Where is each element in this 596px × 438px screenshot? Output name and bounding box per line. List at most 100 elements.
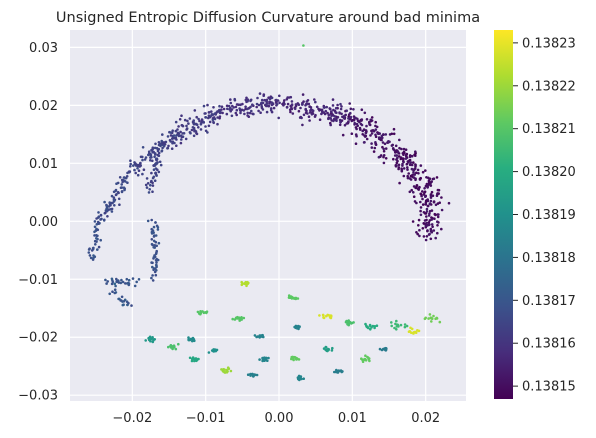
data-point [428, 232, 431, 236]
data-point [382, 161, 386, 165]
data-point [406, 168, 409, 171]
data-point [277, 116, 281, 120]
data-point [93, 230, 96, 234]
data-point [305, 109, 308, 113]
data-point [115, 182, 118, 185]
data-point [435, 176, 439, 179]
data-point [361, 360, 365, 364]
data-point [324, 346, 328, 349]
data-point [238, 107, 241, 110]
data-point [222, 370, 225, 373]
data-point [440, 227, 443, 231]
data-point [404, 157, 408, 160]
data-point [427, 221, 431, 224]
data-point [156, 228, 160, 231]
data-point [125, 175, 129, 178]
data-point [363, 358, 367, 361]
data-point [419, 193, 423, 196]
data-point [359, 128, 362, 131]
data-point [407, 160, 410, 163]
data-point [151, 146, 155, 149]
data-point [287, 96, 291, 99]
data-point [137, 169, 141, 172]
data-point [151, 274, 154, 277]
data-point [195, 132, 198, 135]
data-point [384, 147, 388, 150]
data-point [141, 172, 144, 176]
data-point [408, 155, 412, 159]
data-point [119, 281, 123, 285]
data-point [136, 163, 140, 167]
data-point [419, 164, 423, 167]
data-point [156, 168, 159, 171]
data-point [326, 111, 329, 115]
data-point [151, 159, 154, 163]
data-point [154, 221, 157, 224]
data-point [139, 161, 142, 165]
data-point [302, 113, 306, 117]
data-point [370, 132, 374, 135]
data-point [409, 178, 413, 181]
data-point [207, 351, 211, 354]
data-point [157, 154, 161, 157]
data-point [397, 155, 401, 158]
data-point [349, 115, 353, 119]
data-point [265, 110, 269, 114]
data-point [332, 117, 336, 121]
data-point [423, 191, 426, 195]
data-point [184, 137, 188, 141]
data-point [265, 103, 268, 106]
data-point [346, 323, 349, 326]
data-point [285, 98, 289, 101]
data-point [340, 370, 343, 373]
data-point [177, 125, 180, 128]
data-point [225, 371, 229, 374]
data-point [96, 220, 100, 224]
colorbar-tick-label: 0.13823 [522, 36, 576, 51]
data-point [428, 223, 431, 226]
data-point [149, 339, 152, 343]
data-point [269, 107, 273, 110]
data-point [415, 184, 419, 187]
data-point [318, 109, 321, 112]
data-point [311, 111, 314, 114]
data-point [343, 123, 347, 127]
colorbar-tick-label: 0.13819 [522, 208, 576, 223]
data-point [125, 282, 129, 285]
data-point [192, 122, 196, 125]
data-point [132, 164, 135, 167]
data-point [429, 181, 433, 184]
data-point [377, 136, 381, 139]
data-point [402, 160, 405, 164]
data-point [432, 200, 436, 204]
data-point [347, 117, 350, 120]
data-point [155, 269, 158, 272]
data-point [432, 314, 435, 318]
data-point [436, 215, 440, 219]
data-point [283, 99, 286, 102]
data-point [153, 179, 157, 182]
data-point [395, 319, 398, 323]
x-tick-label: −0.01 [186, 411, 226, 426]
data-point [413, 153, 417, 156]
x-tick-label: 0.02 [411, 411, 440, 426]
data-point [142, 168, 146, 171]
data-point [105, 204, 109, 207]
data-point [110, 282, 114, 286]
data-point [91, 246, 95, 250]
data-point [146, 182, 150, 185]
x-axis: −0.02 −0.01 0.00 0.01 0.02 [112, 411, 440, 426]
data-point [270, 110, 274, 114]
data-point [434, 236, 438, 240]
data-point [413, 168, 416, 171]
data-point [110, 277, 114, 281]
data-point [129, 159, 132, 162]
data-point [340, 112, 343, 116]
data-point [95, 240, 98, 243]
data-point [418, 234, 421, 238]
data-point [421, 203, 425, 206]
data-point [429, 193, 433, 196]
data-point [136, 173, 140, 177]
data-point [426, 204, 430, 208]
data-point [159, 163, 163, 167]
